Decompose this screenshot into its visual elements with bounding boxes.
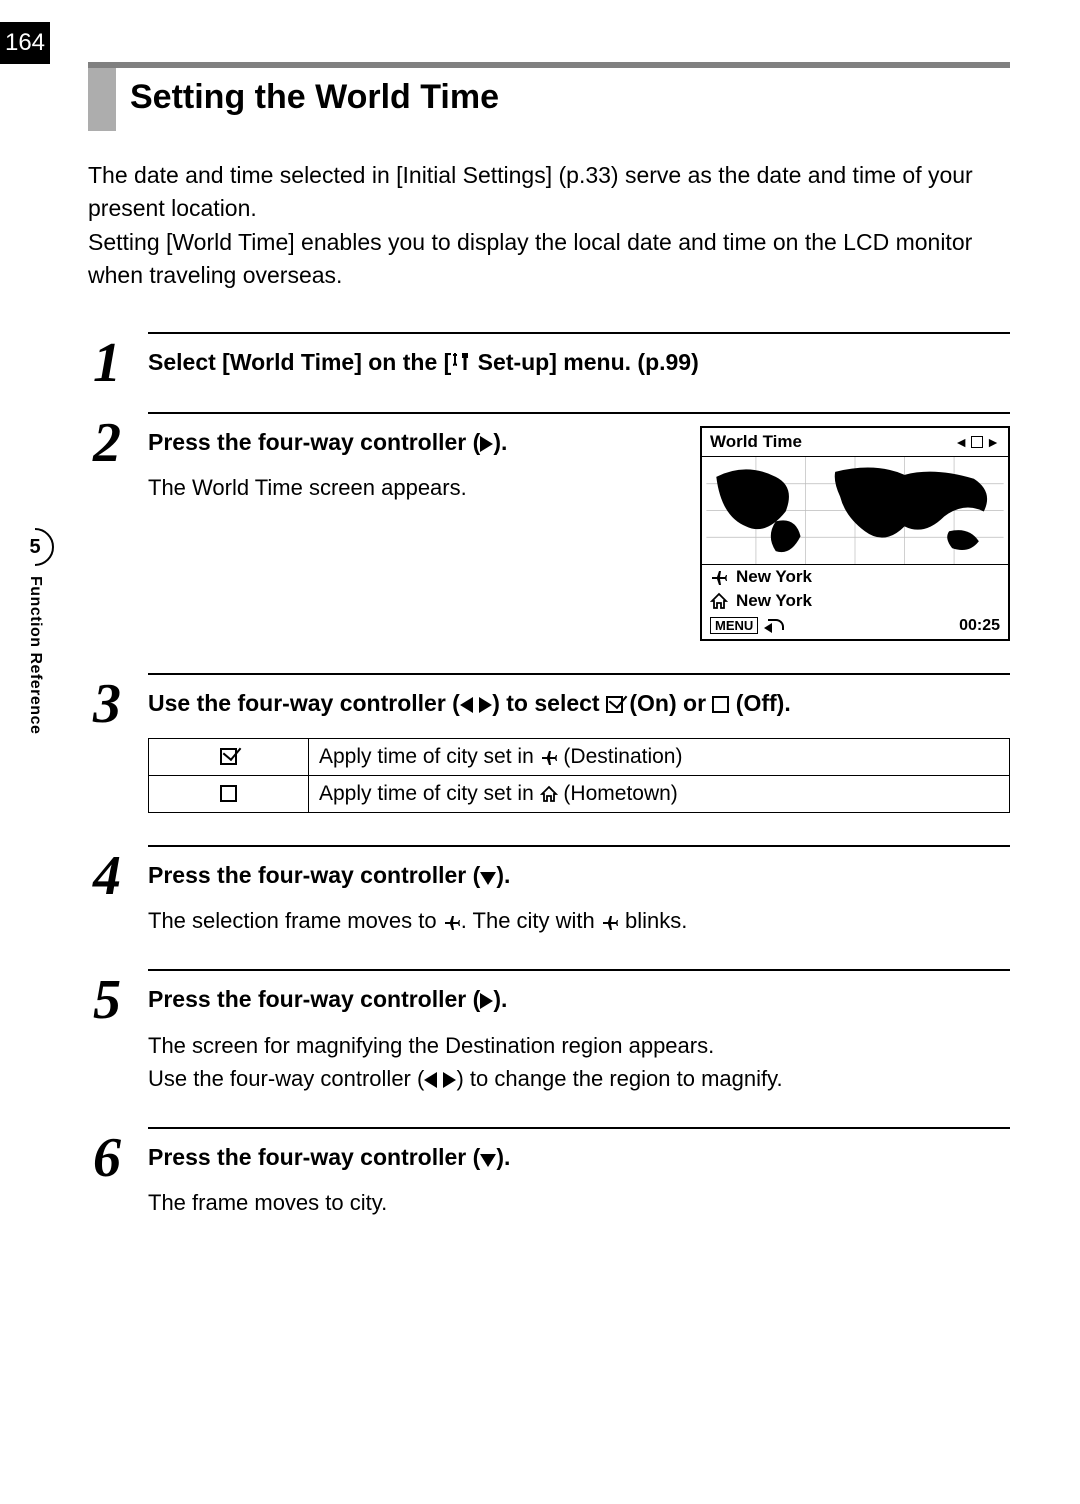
page-number: 164 bbox=[0, 22, 50, 64]
step-3: 3 Use the four-way controller ( ) to sel… bbox=[88, 673, 1010, 835]
table-row: Apply time of city set in (Hometown) bbox=[149, 776, 1010, 813]
step-heading: Press the four-way controller (). bbox=[148, 859, 1010, 892]
step-heading: Press the four-way controller (). bbox=[148, 426, 678, 459]
step-number: 6 bbox=[88, 1127, 126, 1241]
checkbox-off-icon bbox=[220, 785, 237, 802]
lcd-toggle-indicator: ◄► bbox=[954, 434, 1000, 450]
step-1: 1 Select [World Time] on the [ Set-up] m… bbox=[88, 332, 1010, 401]
checkbox-off-icon bbox=[712, 696, 729, 713]
step-description: The World Time screen appears. bbox=[148, 471, 678, 504]
chapter-label: Function Reference bbox=[26, 576, 44, 734]
option-table: Apply time of city set in (Destination) … bbox=[148, 738, 1010, 813]
home-icon bbox=[710, 592, 728, 610]
plane-icon bbox=[710, 568, 728, 586]
step-2: 2 Press the four-way controller (). The … bbox=[88, 412, 1010, 663]
section-title-bar: Setting the World Time bbox=[88, 62, 1010, 131]
section-title: Setting the World Time bbox=[116, 62, 1010, 131]
step-number: 3 bbox=[88, 673, 126, 835]
step-number: 2 bbox=[88, 412, 126, 663]
lcd-title: World Time bbox=[710, 432, 802, 452]
lcd-destination-city: New York bbox=[736, 567, 812, 587]
menu-label: MENU bbox=[710, 617, 758, 634]
return-icon bbox=[764, 619, 784, 633]
page-content: Setting the World Time The date and time… bbox=[88, 62, 1010, 1251]
table-row: Apply time of city set in (Destination) bbox=[149, 739, 1010, 776]
home-icon bbox=[540, 785, 558, 803]
step-description: The screen for magnifying the Destinatio… bbox=[148, 1029, 1010, 1095]
step-number: 4 bbox=[88, 845, 126, 959]
checkbox-on-icon bbox=[220, 748, 237, 765]
step-description: The frame moves to city. bbox=[148, 1186, 1010, 1219]
chapter-number: 5 bbox=[16, 528, 54, 566]
step-heading: Use the four-way controller ( ) to selec… bbox=[148, 687, 1010, 720]
step-6: 6 Press the four-way controller (). The … bbox=[88, 1127, 1010, 1241]
step-number: 1 bbox=[88, 332, 126, 401]
step-number: 5 bbox=[88, 969, 126, 1116]
step-heading: Select [World Time] on the [ Set-up] men… bbox=[148, 346, 1010, 379]
lcd-time: 00:25 bbox=[959, 617, 1000, 635]
plane-icon bbox=[443, 913, 461, 931]
plane-icon bbox=[540, 748, 558, 766]
lcd-screen: World Time ◄► bbox=[700, 426, 1010, 641]
setup-icon bbox=[451, 351, 471, 373]
plane-icon bbox=[601, 913, 619, 931]
step-4: 4 Press the four-way controller (). The … bbox=[88, 845, 1010, 959]
step-5: 5 Press the four-way controller (). The … bbox=[88, 969, 1010, 1116]
step-description: The selection frame moves to . The city … bbox=[148, 904, 1010, 937]
checkbox-on-icon bbox=[606, 696, 623, 713]
lcd-hometown-city: New York bbox=[736, 591, 812, 611]
chapter-tab: 5 Function Reference bbox=[16, 528, 54, 734]
intro-text: The date and time selected in [Initial S… bbox=[88, 159, 1010, 292]
step-heading: Press the four-way controller (). bbox=[148, 983, 1010, 1016]
step-heading: Press the four-way controller (). bbox=[148, 1141, 1010, 1174]
world-map-icon bbox=[702, 457, 1008, 565]
